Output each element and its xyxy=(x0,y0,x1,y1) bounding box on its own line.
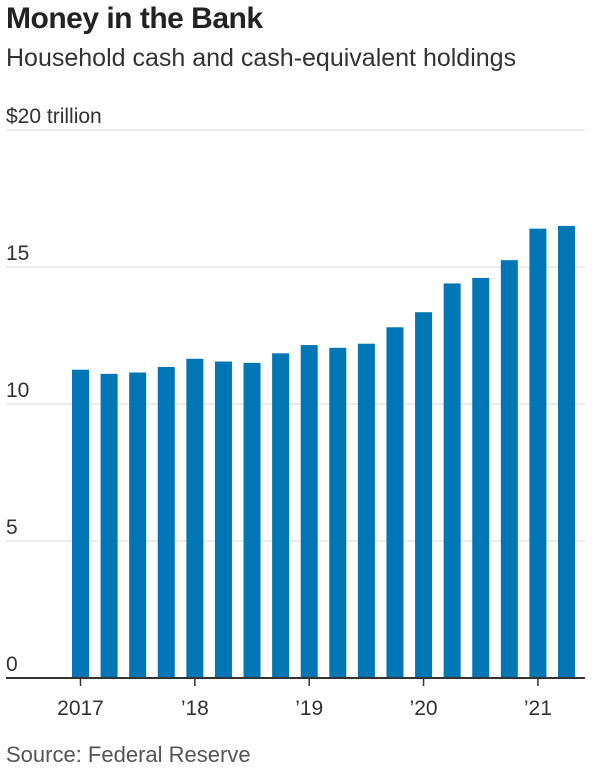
bar xyxy=(272,353,290,678)
bar xyxy=(472,277,490,678)
bar xyxy=(300,345,318,678)
x-tick-label: ’18 xyxy=(181,697,209,720)
bar xyxy=(415,312,433,678)
x-tick-label: 2017 xyxy=(57,697,104,720)
y-tick-label: $20 trillion xyxy=(6,105,102,128)
bar xyxy=(329,347,347,678)
source-note: Source: Federal Reserve xyxy=(6,742,251,767)
bar xyxy=(100,373,118,678)
bar xyxy=(186,358,204,678)
bar xyxy=(357,343,375,678)
x-tick-label: ’21 xyxy=(524,697,552,720)
axes: 0 5 10 15 $20 trillion 2017 ’18 ’19 ’20 ’21 xyxy=(6,105,585,720)
bar xyxy=(243,362,261,678)
bars xyxy=(72,225,575,678)
bar xyxy=(443,283,461,678)
bar xyxy=(386,327,404,678)
y-tick-label: 10 xyxy=(6,379,29,402)
y-tick-label: 0 xyxy=(6,653,18,676)
x-tick-label: ’20 xyxy=(410,697,438,720)
bar xyxy=(72,369,89,678)
x-tick-label: ’19 xyxy=(295,697,323,720)
bar xyxy=(529,228,547,678)
bar xyxy=(500,260,518,678)
y-tick-label: 15 xyxy=(6,242,29,265)
bar xyxy=(214,361,232,678)
bar xyxy=(558,225,575,678)
y-tick-label: 5 xyxy=(6,516,18,539)
gridlines xyxy=(6,129,585,542)
chart-subtitle: Household cash and cash-equivalent holdi… xyxy=(6,44,517,72)
bar xyxy=(157,367,175,678)
bar xyxy=(129,372,147,678)
chart-title: Money in the Bank xyxy=(6,2,263,35)
